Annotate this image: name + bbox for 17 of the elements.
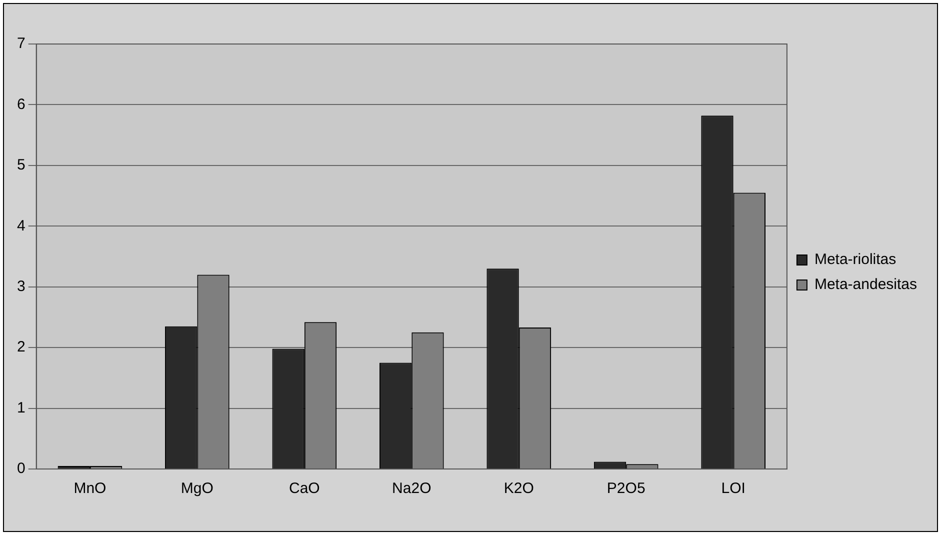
y-tick-label: 7 <box>17 35 26 52</box>
y-tick-label: 2 <box>17 338 26 356</box>
legend-label: Meta-andesitas <box>814 276 918 294</box>
x-tick-label: LOI <box>721 480 746 498</box>
y-tick-label: 5 <box>17 156 26 174</box>
x-tick-label: K2O <box>504 480 534 498</box>
legend-label: Meta-riolitas <box>814 251 896 268</box>
x-tick-label: P2O5 <box>606 480 646 498</box>
x-tick-label: MgO <box>180 480 214 498</box>
y-tick-label: 3 <box>17 278 26 295</box>
y-tick-label: 4 <box>17 217 26 234</box>
x-tick-label: MnO <box>74 480 106 498</box>
x-tick-label: CaO <box>288 480 320 498</box>
y-tick-label: 0 <box>17 460 26 478</box>
x-tick-label: Na2O <box>392 480 432 498</box>
y-tick-label: 6 <box>17 96 26 113</box>
y-tick-label: 1 <box>17 399 26 416</box>
